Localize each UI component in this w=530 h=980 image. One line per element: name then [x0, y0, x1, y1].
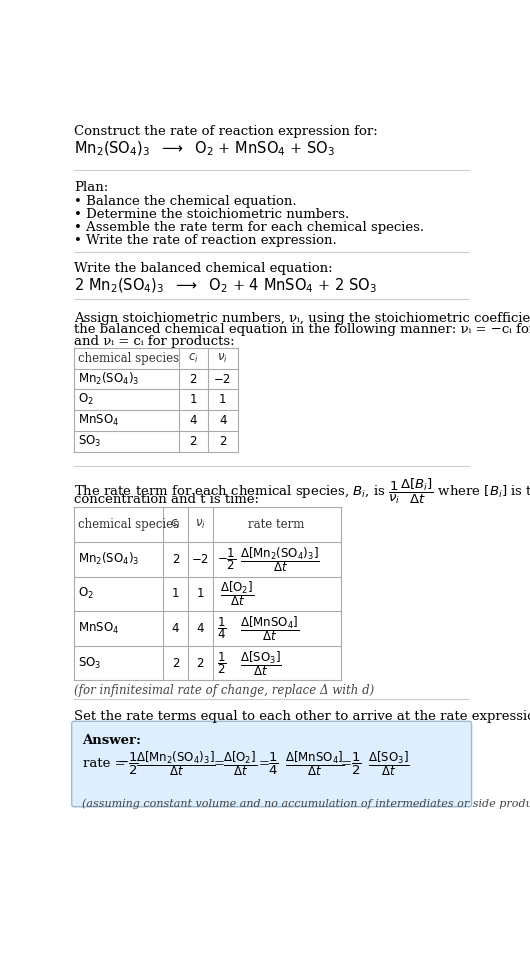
- Text: $\nu_i$: $\nu_i$: [195, 518, 206, 531]
- Text: • Balance the chemical equation.: • Balance the chemical equation.: [74, 195, 297, 208]
- Text: 1: 1: [190, 393, 197, 407]
- Text: $\dfrac{\Delta[\mathrm{MnSO_4}]}{\Delta t}$: $\dfrac{\Delta[\mathrm{MnSO_4}]}{\Delta …: [285, 750, 344, 778]
- Text: • Assemble the rate term for each chemical species.: • Assemble the rate term for each chemic…: [74, 220, 424, 234]
- Text: 2: 2: [190, 435, 197, 448]
- Text: $\dfrac{\Delta[\mathrm{O_2}]}{\Delta t}$: $\dfrac{\Delta[\mathrm{O_2}]}{\Delta t}$: [223, 750, 257, 778]
- Text: concentration and t is time:: concentration and t is time:: [74, 493, 259, 507]
- Text: $c_i$: $c_i$: [188, 352, 199, 365]
- Text: 4: 4: [197, 622, 204, 635]
- Text: $\nu_i$: $\nu_i$: [217, 352, 228, 365]
- Text: 1: 1: [219, 393, 226, 407]
- Text: $\dfrac{\Delta[\mathrm{SO_3}]}{\Delta t}$: $\dfrac{\Delta[\mathrm{SO_3}]}{\Delta t}…: [240, 649, 281, 677]
- Text: 1: 1: [172, 587, 179, 601]
- Text: $\mathrm{MnSO_4}$: $\mathrm{MnSO_4}$: [78, 413, 119, 428]
- Text: (for infinitesimal rate of change, replace Δ with d): (for infinitesimal rate of change, repla…: [74, 684, 374, 698]
- Text: $\mathrm{O_2}$: $\mathrm{O_2}$: [78, 586, 94, 602]
- Text: $\mathrm{MnSO_4}$: $\mathrm{MnSO_4}$: [78, 621, 119, 636]
- Text: =: =: [341, 758, 351, 770]
- Text: Answer:: Answer:: [82, 734, 141, 748]
- Text: $\dfrac{\Delta[\mathrm{O_2}]}{\Delta t}$: $\dfrac{\Delta[\mathrm{O_2}]}{\Delta t}$: [220, 579, 254, 609]
- Text: 4: 4: [219, 415, 226, 427]
- Text: −2: −2: [214, 372, 232, 385]
- Text: Write the balanced chemical equation:: Write the balanced chemical equation:: [74, 263, 333, 275]
- Text: $\mathrm{2\ Mn_2(SO_4)_3}$  $\longrightarrow$  $\mathrm{O_2}$ + $\mathrm{4\ MnSO: $\mathrm{2\ Mn_2(SO_4)_3}$ $\longrightar…: [74, 276, 377, 295]
- Text: 2: 2: [172, 553, 179, 565]
- Text: The rate term for each chemical species, $B_i$, is $\dfrac{1}{\nu_i}\dfrac{\Delt: The rate term for each chemical species,…: [74, 476, 530, 506]
- Text: chemical species: chemical species: [78, 518, 179, 531]
- Text: $\mathrm{Mn_2(SO_4)_3}$  $\longrightarrow$  $\mathrm{O_2}$ + $\mathrm{MnSO_4}$ +: $\mathrm{Mn_2(SO_4)_3}$ $\longrightarrow…: [74, 139, 335, 158]
- Text: $-\dfrac{1}{2}$: $-\dfrac{1}{2}$: [117, 751, 138, 777]
- Text: $\dfrac{1}{2}$: $\dfrac{1}{2}$: [217, 651, 226, 676]
- Text: 2: 2: [219, 435, 226, 448]
- Text: $\dfrac{\Delta[\mathrm{Mn_2(SO_4)_3}]}{\Delta t}$: $\dfrac{\Delta[\mathrm{Mn_2(SO_4)_3}]}{\…: [136, 750, 216, 778]
- Text: 1: 1: [197, 587, 204, 601]
- Text: rate term: rate term: [249, 518, 305, 531]
- Text: $\dfrac{1}{2}$: $\dfrac{1}{2}$: [351, 751, 361, 777]
- Text: $\mathrm{O_2}$: $\mathrm{O_2}$: [78, 392, 94, 408]
- Text: rate =: rate =: [83, 758, 130, 770]
- Text: 2: 2: [190, 372, 197, 385]
- Text: $-\dfrac{1}{2}$: $-\dfrac{1}{2}$: [217, 547, 236, 572]
- Text: chemical species: chemical species: [78, 352, 179, 365]
- Text: =: =: [214, 758, 225, 770]
- Text: and νᵢ = cᵢ for products:: and νᵢ = cᵢ for products:: [74, 335, 235, 348]
- Text: • Write the rate of reaction expression.: • Write the rate of reaction expression.: [74, 234, 337, 247]
- Text: Set the rate terms equal to each other to arrive at the rate expression:: Set the rate terms equal to each other t…: [74, 710, 530, 722]
- Text: 2: 2: [197, 657, 204, 669]
- Text: (assuming constant volume and no accumulation of intermediates or side products): (assuming constant volume and no accumul…: [82, 799, 530, 808]
- Text: 4: 4: [190, 415, 197, 427]
- Text: $\dfrac{1}{4}$: $\dfrac{1}{4}$: [217, 615, 226, 641]
- FancyBboxPatch shape: [72, 721, 472, 807]
- Text: $\dfrac{1}{4}$: $\dfrac{1}{4}$: [268, 751, 278, 777]
- Text: $\mathrm{SO_3}$: $\mathrm{SO_3}$: [78, 656, 101, 670]
- Text: Plan:: Plan:: [74, 180, 108, 194]
- Text: $\mathrm{SO_3}$: $\mathrm{SO_3}$: [78, 434, 101, 449]
- Text: $\mathrm{Mn_2(SO_4)_3}$: $\mathrm{Mn_2(SO_4)_3}$: [78, 371, 139, 387]
- Text: $\dfrac{\Delta[\mathrm{SO_3}]}{\Delta t}$: $\dfrac{\Delta[\mathrm{SO_3}]}{\Delta t}…: [368, 750, 409, 778]
- Text: $\dfrac{\Delta[\mathrm{Mn_2(SO_4)_3}]}{\Delta t}$: $\dfrac{\Delta[\mathrm{Mn_2(SO_4)_3}]}{\…: [240, 545, 320, 573]
- Text: 4: 4: [172, 622, 179, 635]
- Text: • Determine the stoichiometric numbers.: • Determine the stoichiometric numbers.: [74, 208, 349, 220]
- Text: $c_i$: $c_i$: [170, 518, 181, 531]
- Text: the balanced chemical equation in the following manner: νᵢ = −cᵢ for reactants: the balanced chemical equation in the fo…: [74, 323, 530, 336]
- Text: Construct the rate of reaction expression for:: Construct the rate of reaction expressio…: [74, 125, 378, 138]
- Text: $\mathrm{Mn_2(SO_4)_3}$: $\mathrm{Mn_2(SO_4)_3}$: [78, 551, 139, 567]
- Text: =: =: [259, 758, 269, 770]
- Text: 2: 2: [172, 657, 179, 669]
- Text: Assign stoichiometric numbers, νᵢ, using the stoichiometric coefficients, cᵢ, fr: Assign stoichiometric numbers, νᵢ, using…: [74, 312, 530, 324]
- Text: $\dfrac{\Delta[\mathrm{MnSO_4}]}{\Delta t}$: $\dfrac{\Delta[\mathrm{MnSO_4}]}{\Delta …: [240, 614, 299, 643]
- Text: −2: −2: [192, 553, 209, 565]
